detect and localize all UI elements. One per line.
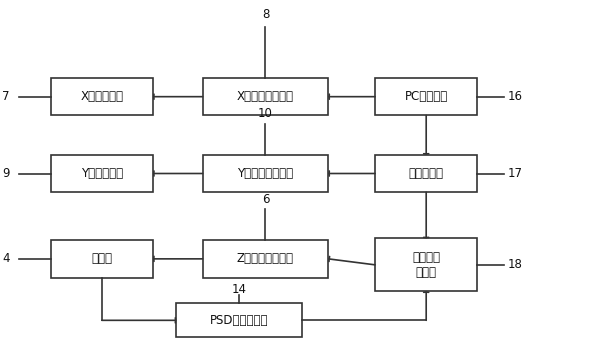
Text: 17: 17 xyxy=(508,167,523,180)
Text: Y轴数字伺服电机: Y轴数字伺服电机 xyxy=(238,167,294,180)
Text: 凹透镜: 凹透镜 xyxy=(91,252,112,265)
Text: 16: 16 xyxy=(508,90,523,103)
Text: 7: 7 xyxy=(2,90,10,103)
Bar xyxy=(202,240,328,278)
Bar xyxy=(51,78,153,116)
Bar xyxy=(51,240,153,278)
Bar xyxy=(375,238,478,291)
Text: 10: 10 xyxy=(258,107,273,120)
Text: 4: 4 xyxy=(2,252,10,265)
Text: PC控制系统: PC控制系统 xyxy=(405,90,448,103)
Text: 18: 18 xyxy=(508,258,523,271)
Text: 14: 14 xyxy=(232,283,247,296)
Text: X轴反射镜片: X轴反射镜片 xyxy=(81,90,124,103)
Text: PSD位移传感器: PSD位移传感器 xyxy=(210,314,269,327)
Bar xyxy=(202,155,328,192)
Bar xyxy=(51,155,153,192)
Bar xyxy=(176,303,302,337)
Text: X轴数字伺服电机: X轴数字伺服电机 xyxy=(237,90,294,103)
Text: 打标控制卡: 打标控制卡 xyxy=(409,167,444,180)
Text: Y轴反射镜片: Y轴反射镜片 xyxy=(81,167,123,180)
Text: 转角位置
处理器: 转角位置 处理器 xyxy=(412,251,440,279)
Text: 8: 8 xyxy=(261,8,269,21)
Text: Z轴空心伺服电机: Z轴空心伺服电机 xyxy=(237,252,294,265)
Bar xyxy=(375,78,478,116)
Bar xyxy=(375,155,478,192)
Text: 6: 6 xyxy=(261,193,269,206)
Text: 9: 9 xyxy=(2,167,10,180)
Bar xyxy=(202,78,328,116)
